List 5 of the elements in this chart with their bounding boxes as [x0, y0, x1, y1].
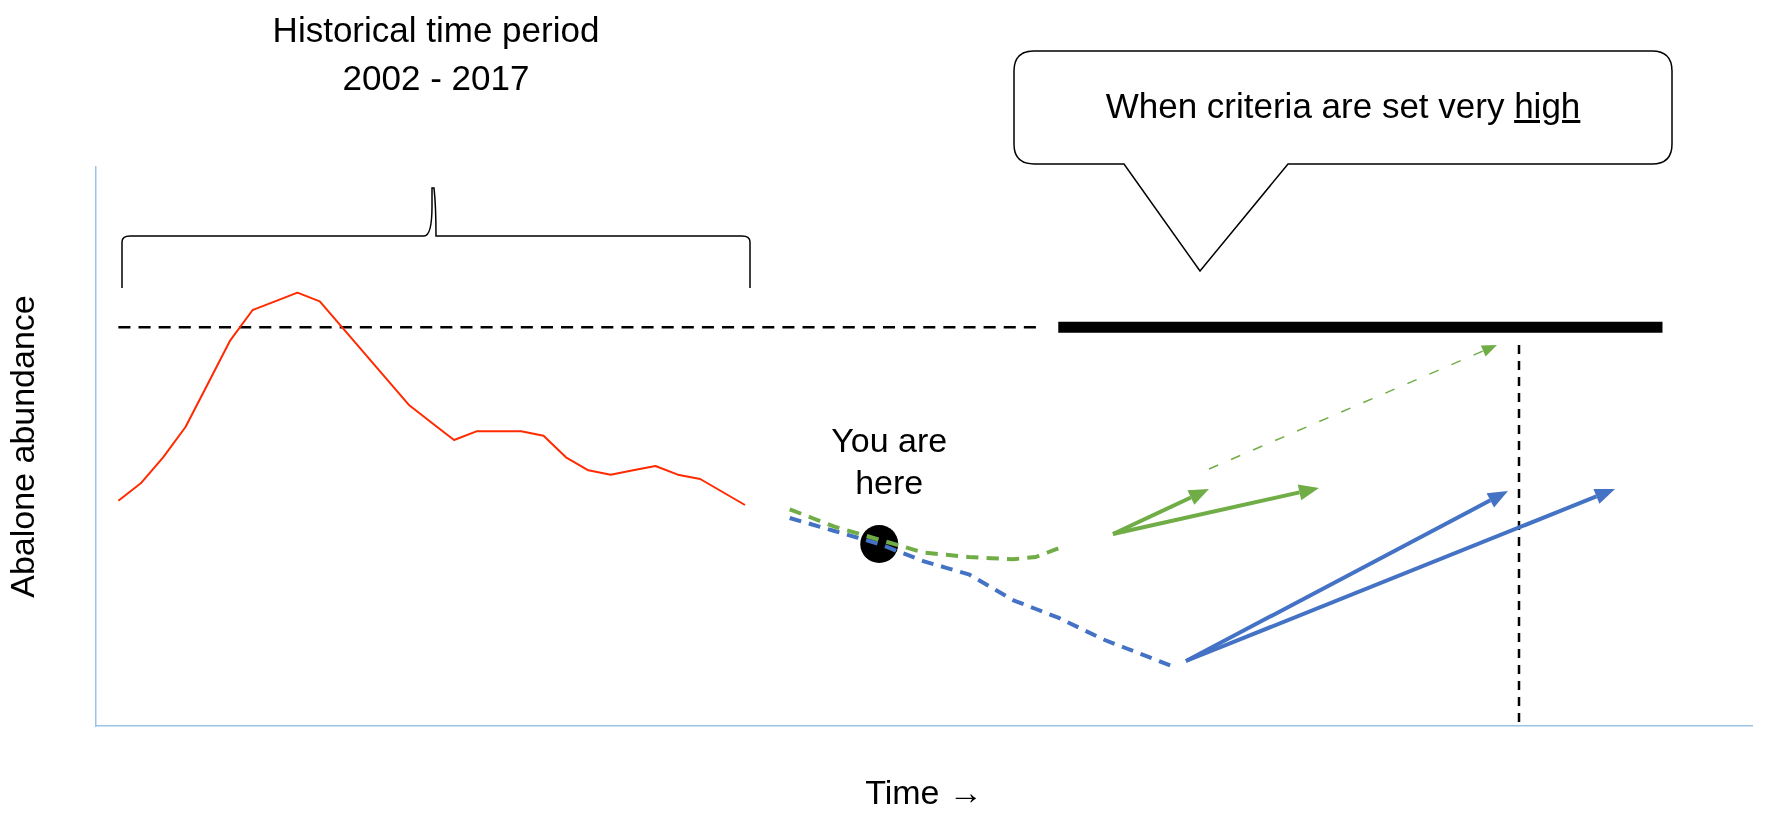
chart-title: Historical time period 2002 - 2017: [271, 9, 601, 99]
x-axis-title: Time →: [865, 772, 983, 811]
text: When criteria are set very high: [1104, 85, 1582, 127]
annotation: You are here: [830, 420, 949, 503]
y-axis-title: Abalone abundance: [2, 295, 41, 598]
